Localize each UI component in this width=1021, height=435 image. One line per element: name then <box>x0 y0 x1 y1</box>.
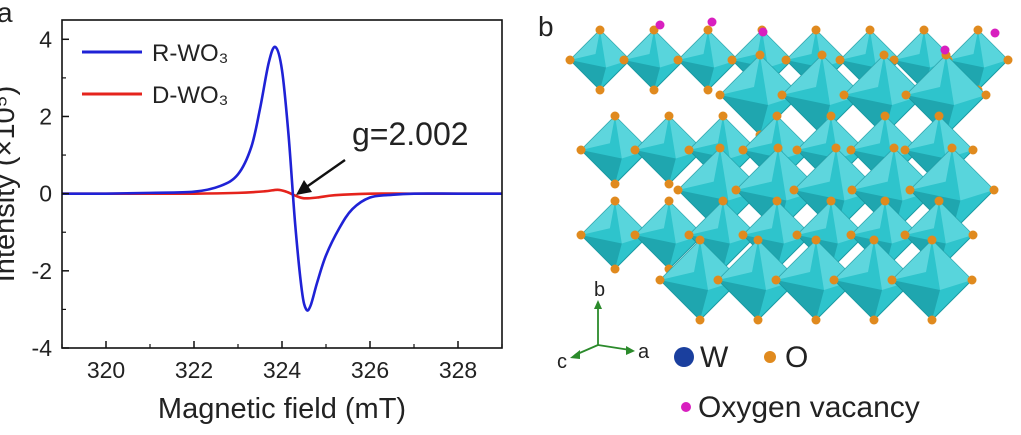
annotation-arrow <box>296 159 346 195</box>
legend-label-d-wo3: D-WO₃ <box>152 82 228 109</box>
arrowhead-icon <box>296 180 312 195</box>
y-axis: -4 -2 0 2 4 <box>32 26 69 361</box>
structure-legend: W O Oxygen vacancy <box>674 341 920 424</box>
wo3-crystal-structure <box>565 17 1013 325</box>
x-axis-label: Magnetic field (mT) <box>158 393 406 425</box>
x-axis: 320 322 324 326 328 <box>61 341 503 383</box>
x-tick-label: 322 <box>175 357 213 383</box>
chart-legend: R-WO₃ D-WO₃ <box>82 40 228 109</box>
y-tick-label: 0 <box>39 181 52 207</box>
panel-label-b: b <box>538 11 554 42</box>
x-tick-label: 320 <box>87 357 125 383</box>
g-value-annotation: g=2.002 <box>352 116 469 152</box>
series-layer <box>62 45 502 312</box>
legend-label-vacancy: Oxygen vacancy <box>698 391 920 424</box>
panel-label-a: a <box>0 0 13 28</box>
lattice-axes: b a c <box>557 279 650 373</box>
legend-label-w: W <box>700 341 729 374</box>
y-tick-label: -2 <box>32 258 52 284</box>
axis-label-c: c <box>557 351 567 373</box>
series-line-d-wo3 <box>62 188 502 200</box>
oxygen-vacancy-icon <box>681 402 691 412</box>
y-tick-label: 4 <box>39 26 52 52</box>
y-axis-label: Intensity (×10⁵) <box>0 86 21 283</box>
y-tick-label: -4 <box>32 335 53 361</box>
y-tick-label: 2 <box>39 103 52 129</box>
x-tick-label: 328 <box>439 357 477 383</box>
axis-label-b: b <box>594 279 605 301</box>
epr-chart: 320 322 324 326 328 -4 -2 0 2 4 Magnetic field (… <box>0 19 503 425</box>
tungsten-atom-icon <box>674 347 694 367</box>
axis-label-a: a <box>638 341 650 363</box>
legend-label-o: O <box>785 341 808 374</box>
x-tick-label: 326 <box>351 357 389 383</box>
x-tick-label: 324 <box>263 357 302 383</box>
legend-label-r-wo3: R-WO₃ <box>152 40 228 67</box>
oxygen-atom-icon <box>764 351 776 363</box>
series-line-r-wo3 <box>62 45 502 312</box>
